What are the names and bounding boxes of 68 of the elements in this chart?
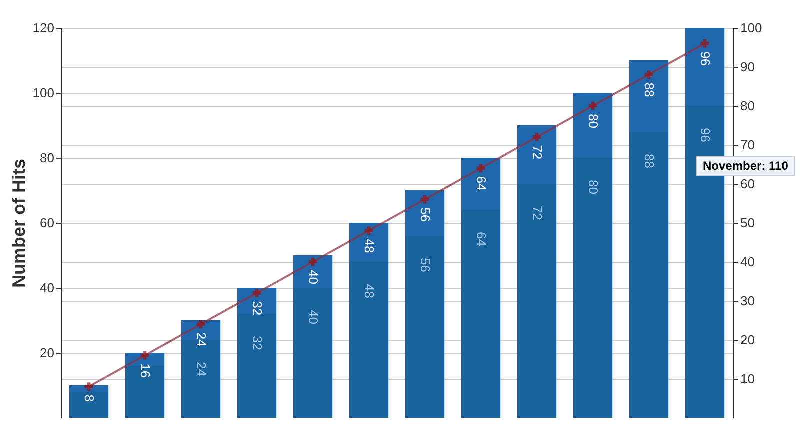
data-label: 48 <box>362 284 377 298</box>
point <box>364 226 374 235</box>
data-label: 16 <box>138 364 153 378</box>
data-label: 32 <box>250 336 265 350</box>
point <box>700 39 710 48</box>
point <box>196 320 206 329</box>
bar <box>349 223 389 262</box>
y2-tick-label: 10 <box>740 372 755 386</box>
y2-tick-label: 60 <box>740 176 755 192</box>
y2-tick-label: 30 <box>740 294 755 308</box>
point <box>532 133 542 142</box>
bar <box>573 158 613 418</box>
bar <box>461 210 501 418</box>
point <box>252 289 262 298</box>
bar <box>517 184 557 418</box>
data-label: 64 <box>474 176 489 191</box>
bar <box>69 392 109 418</box>
bar <box>573 93 613 158</box>
data-label: 56 <box>418 258 433 272</box>
bar <box>461 158 501 210</box>
data-label: 88 <box>642 82 657 98</box>
y2-tick-label: 100 <box>740 20 762 36</box>
bar <box>405 190 445 236</box>
data-label: 40 <box>306 310 321 324</box>
bar <box>405 236 445 418</box>
data-label: 40 <box>306 270 321 284</box>
point <box>644 70 654 79</box>
y-axis-title: Number of Hits <box>8 158 29 288</box>
data-label: 96 <box>698 128 713 142</box>
data-label: 88 <box>642 154 657 168</box>
y-tick-label: 100 <box>32 86 54 100</box>
bar <box>237 314 277 418</box>
data-label: 80 <box>586 114 601 128</box>
bar <box>629 132 669 418</box>
bar <box>125 366 165 418</box>
data-label: 32 <box>250 301 265 316</box>
point <box>420 195 430 204</box>
data-label: 80 <box>586 180 601 194</box>
y2-tick-label: 50 <box>740 216 755 230</box>
y2-tick-label: 90 <box>740 60 755 74</box>
point <box>140 351 150 360</box>
bar <box>517 126 557 184</box>
data-label: 64 <box>474 232 489 246</box>
bar <box>685 28 725 106</box>
y2-tick-label: 80 <box>740 98 755 114</box>
data-label: 8 <box>82 394 97 402</box>
y-tick-label: 120 <box>32 20 54 36</box>
y2-tick-label: 40 <box>740 254 755 270</box>
data-label: 72 <box>530 145 545 160</box>
bar <box>349 262 389 418</box>
y-tick-label: 60 <box>40 216 54 230</box>
y2-tick-label: 20 <box>740 332 755 348</box>
data-label: 24 <box>194 362 209 376</box>
data-label: 96 <box>698 52 713 66</box>
point <box>476 164 486 173</box>
y-tick-label: 80 <box>40 150 54 166</box>
point <box>84 382 94 391</box>
data-label: 48 <box>362 238 377 254</box>
data-label: 24 <box>194 332 209 347</box>
bar <box>629 60 669 132</box>
bar <box>293 256 333 288</box>
y-tick-label: 20 <box>40 346 54 360</box>
y-tick-label: 40 <box>40 280 54 296</box>
annotation: November: 110 <box>696 156 796 176</box>
bar <box>293 288 333 418</box>
data-label: 56 <box>418 208 433 222</box>
y2-tick-label: 70 <box>740 138 755 152</box>
data-label: 72 <box>530 206 545 220</box>
